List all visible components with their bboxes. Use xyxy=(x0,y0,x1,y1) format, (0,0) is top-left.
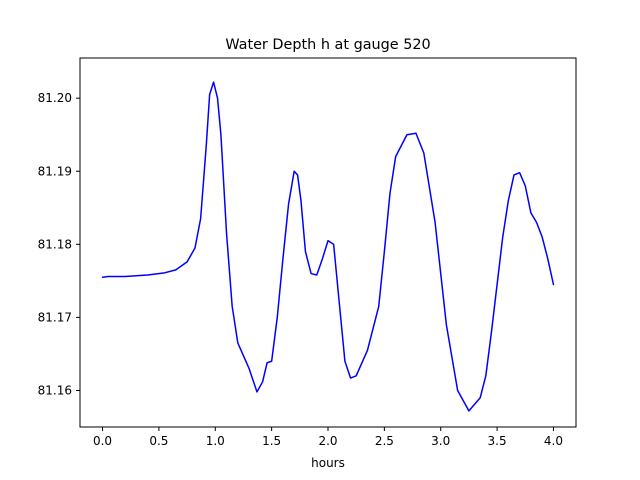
x-tick-label: 3.0 xyxy=(431,434,450,448)
x-tick-label: 1.0 xyxy=(206,434,225,448)
y-tick-label: 81.18 xyxy=(38,237,72,251)
x-tick-label: 4.0 xyxy=(544,434,563,448)
y-tick-label: 81.19 xyxy=(38,164,72,178)
y-tick-label: 81.20 xyxy=(38,91,72,105)
series-line-0 xyxy=(101,81,555,412)
chart-title: Water Depth h at gauge 520 xyxy=(225,37,430,53)
x-tick-label: 0.5 xyxy=(149,434,168,448)
x-tick-label: 1.5 xyxy=(262,434,281,448)
x-tick-label: 0.0 xyxy=(93,434,112,448)
x-tick-label: 3.5 xyxy=(488,434,507,448)
y-tick-label: 81.16 xyxy=(38,383,72,397)
x-tick-label: 2.5 xyxy=(375,434,394,448)
x-tick-label: 2.0 xyxy=(318,434,337,448)
x-axis-label: hours xyxy=(311,456,345,470)
y-tick-label: 81.17 xyxy=(38,310,72,324)
plot-area: 0.0 0.5 1.0 1.5 2.0 2.5 3.0 3.5 4.0 81.16 81.17 81.… xyxy=(38,57,577,448)
